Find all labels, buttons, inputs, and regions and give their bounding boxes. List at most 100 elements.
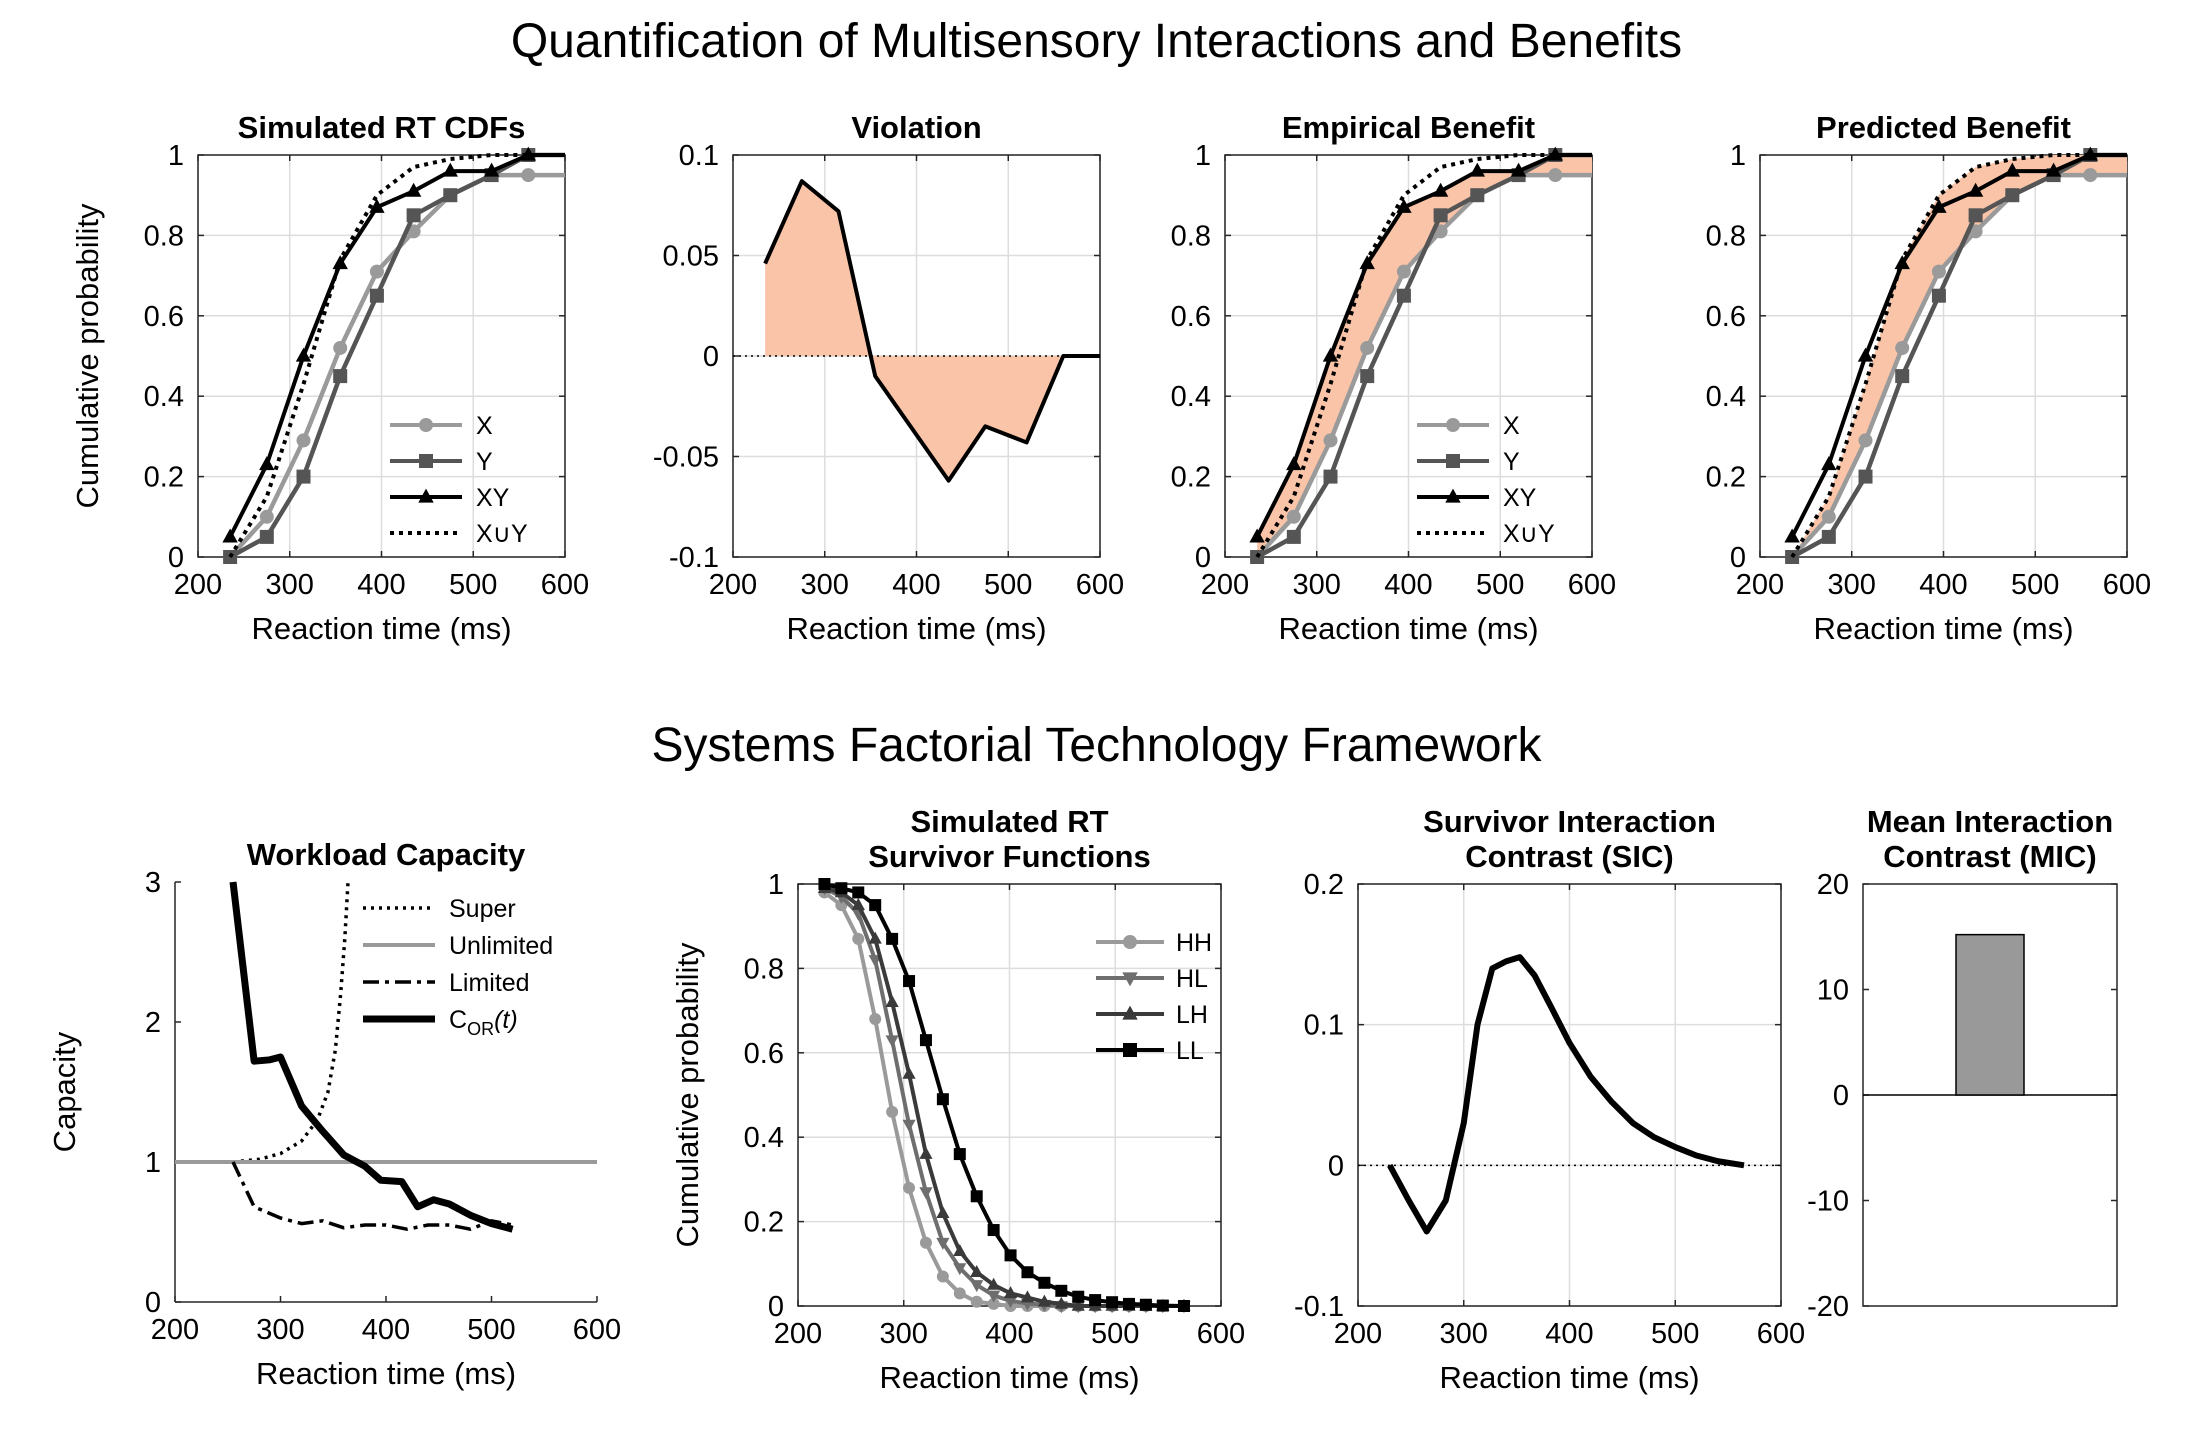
x-tick-label: 400 [1545,1318,1593,1350]
marker-triangle [1931,198,1947,213]
marker-triangle [1445,488,1461,503]
legend-label: X∪Y [476,520,528,548]
predicted-series-XY [1790,153,2127,538]
marker-square [869,899,882,912]
marker-circle [521,168,536,183]
marker-triangle-down [987,1290,1001,1303]
violation-title: Violation [851,110,981,145]
y-tick-label: 1 [168,140,184,172]
x-tick-label: 600 [1757,1318,1805,1350]
marker-square [1122,1297,1135,1310]
cdf-series-XY [228,153,565,538]
marker-circle [886,1105,899,1118]
marker-square [1858,469,1873,484]
capacity-x-axis-label: Reaction time (ms) [256,1356,516,1391]
marker-triangle [405,182,422,197]
y-tick-label: 0.2 [1304,869,1344,901]
y-tick-label: -0.05 [653,442,719,474]
x-tick-label: 400 [892,569,940,601]
y-tick-label: 0.8 [744,953,784,985]
marker-square [1004,1249,1017,1262]
figure-title-top: Quantification of Multisensory Interacti… [510,15,1683,68]
marker-square [818,878,831,890]
marker-circle [419,418,433,432]
marker-square [1446,454,1460,468]
marker-triangle [1547,146,1563,161]
marker-circle [369,264,384,279]
marker-square [1177,1300,1190,1312]
marker-circle [1446,418,1460,432]
y-tick-label: 0.8 [1171,220,1211,252]
capacity-plot-area [175,882,597,1302]
y-tick-label: -10 [1807,1186,1849,1218]
x-tick-label: 400 [1919,569,1967,601]
predicted-x-axis-label: Reaction time (ms) [1813,611,2073,646]
legend-label: Super [449,895,516,923]
marker-square [369,288,384,303]
x-tick-label: 500 [1476,569,1524,601]
marker-triangle [851,897,865,910]
capacity-y-axis-label: Capacity [47,1031,82,1152]
x-tick-label: 600 [2103,569,2151,601]
legend-label: Limited [449,969,530,997]
marker-square [953,1148,966,1161]
marker-circle [903,1181,916,1194]
marker-square [2005,188,2020,203]
empirical-series-union [1255,153,1592,559]
marker-circle [296,433,311,448]
y-tick-label: 20 [1817,869,1849,901]
marker-circle [1360,340,1375,355]
marker-square [1089,1294,1102,1307]
y-tick-label: 1 [1195,140,1211,172]
empirical-title: Empirical Benefit [1282,110,1535,145]
marker-circle [970,1295,983,1308]
mic-bar [1955,933,2025,1096]
marker-square [1470,188,1485,203]
legend-label: Y [1503,448,1520,476]
survivor-series-LL [823,882,1185,1308]
marker-triangle [1020,1290,1035,1303]
legend-label: HL [1176,965,1208,993]
survivor-series-LH [823,886,1184,1308]
x-tick-label: 500 [1091,1318,1139,1350]
x-tick-label: 400 [985,1318,1033,1350]
y-tick-label: 0.2 [1171,462,1211,494]
marker-square [1286,529,1301,544]
marker-triangle [1322,347,1339,362]
violation-area [765,181,1100,481]
y-tick-label: 1 [768,869,784,901]
marker-square [296,469,311,484]
empirical-x-axis-label: Reaction time (ms) [1278,611,1538,646]
y-tick-label: 0.6 [144,301,184,333]
marker-triangle [1003,1286,1018,1299]
violation-line [763,179,1100,483]
x-tick-label: 300 [801,569,849,601]
marker-square [886,932,899,945]
y-tick-label: 0.8 [1706,220,1746,252]
marker-triangle [295,347,312,362]
marker-triangle [483,162,500,177]
y-tick-label: 0.4 [144,381,184,413]
y-tick-label: 0.6 [1706,301,1746,333]
marker-square [1433,208,1448,223]
marker-circle [953,1287,966,1300]
predicted-series-union [1790,153,2127,559]
marker-circle [919,1236,932,1249]
y-tick-label: 1 [145,1147,161,1179]
marker-triangle [369,198,385,213]
marker-triangle [418,488,434,503]
legend-label-cor-arg: (t) [494,1006,518,1034]
x-tick-label: 200 [174,569,222,601]
marker-triangle [1249,528,1265,543]
x-tick-label: 600 [1197,1318,1245,1350]
empirical-axes: 200 300 400 500 600 0 0.2 0.4 0.6 0.8 1 Reaction ti… [1171,110,1617,646]
y-tick-label: 0.6 [744,1038,784,1070]
figure-title-bottom: Systems Factorial Technology Framework [651,719,1542,772]
y-tick-label: 0 [1195,542,1211,574]
marker-triangle [1469,162,1486,177]
violation-x-axis-label: Reaction time (ms) [786,611,1046,646]
y-tick-label: 0.8 [144,220,184,252]
sic-title-line2: Contrast (SIC) [1465,839,1673,874]
marker-circle [1858,433,1873,448]
x-tick-label: 500 [2011,569,2059,601]
